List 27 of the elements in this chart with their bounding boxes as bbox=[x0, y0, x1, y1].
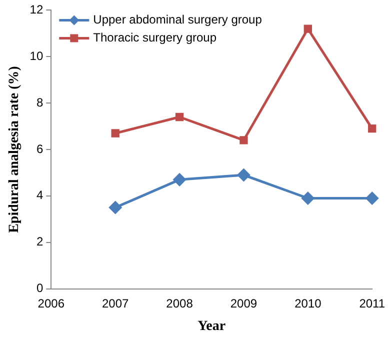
point bbox=[368, 124, 376, 133]
x-tick-label: 2009 bbox=[230, 296, 258, 310]
y-tick-label: 12 bbox=[30, 2, 44, 17]
y-tick-label: 2 bbox=[36, 234, 44, 249]
point bbox=[304, 24, 312, 33]
x-tick-label: 2011 bbox=[359, 296, 386, 310]
x-axis-title: Year bbox=[198, 319, 226, 334]
legend-label: Upper abdominal surgery group bbox=[93, 12, 262, 27]
x-tick-label: 2010 bbox=[294, 296, 322, 310]
x-tick-label: 2008 bbox=[166, 296, 194, 310]
point bbox=[109, 201, 122, 214]
point bbox=[366, 192, 378, 205]
point bbox=[237, 168, 250, 182]
y-tick-label: 4 bbox=[36, 188, 44, 202]
legend-label: Thoracic surgery group bbox=[93, 30, 217, 45]
y-tick-label: 0 bbox=[36, 281, 44, 296]
x-tick-label: 2006 bbox=[38, 296, 65, 310]
y-axis-title: Epidural analgesia rate (%) bbox=[7, 66, 22, 233]
y-tick-label: 10 bbox=[30, 48, 44, 63]
point bbox=[111, 129, 120, 138]
x-tick-label: 2007 bbox=[102, 296, 130, 310]
point bbox=[302, 192, 314, 205]
y-tick-label: 8 bbox=[36, 95, 44, 110]
y-tick-label: 6 bbox=[36, 142, 44, 156]
point bbox=[175, 112, 184, 122]
point bbox=[173, 173, 186, 186]
point bbox=[240, 136, 248, 144]
